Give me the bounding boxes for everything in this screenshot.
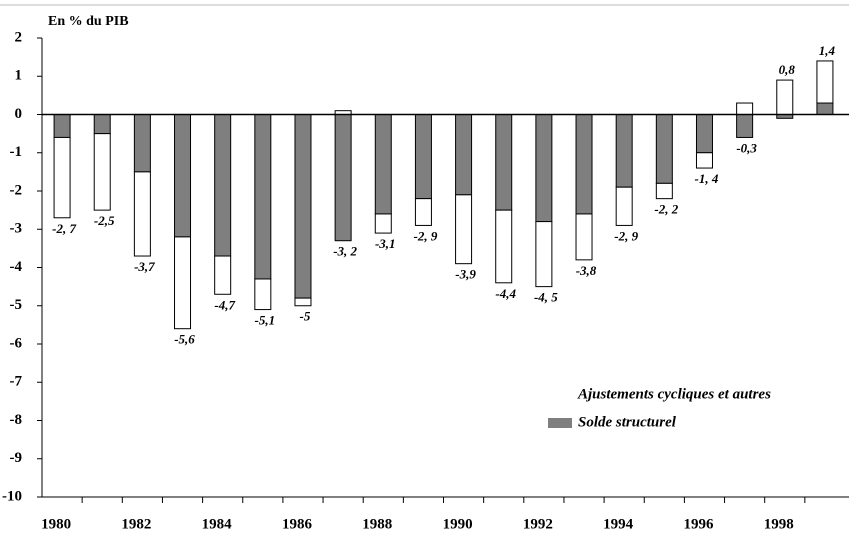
bar-segment — [535, 114, 553, 223]
total-label: -3,1 — [375, 236, 396, 251]
bar-segment — [695, 114, 713, 154]
y-tick-label: -10 — [2, 488, 22, 504]
bar-segment — [575, 114, 593, 215]
y-tick-label: -2 — [10, 182, 23, 198]
bar-segment — [816, 60, 834, 104]
bar-segment — [455, 194, 473, 265]
x-tick-label: 1996 — [683, 516, 714, 532]
total-label: -3,9 — [455, 267, 476, 282]
bar-segment — [374, 213, 392, 234]
y-tick-label: -6 — [10, 335, 23, 351]
total-label: -1, 4 — [695, 171, 719, 186]
legend-label: Solde structurel — [578, 414, 677, 430]
bar-segment — [455, 114, 473, 196]
total-label: -4,7 — [214, 297, 235, 312]
bar-segment — [133, 171, 151, 257]
legend-swatch — [548, 418, 572, 428]
y-tick-label: -1 — [10, 144, 23, 160]
x-tick-label: 1980 — [41, 516, 71, 532]
total-label: -2, 9 — [414, 228, 438, 243]
y-tick-label: -5 — [10, 297, 23, 313]
bar-segment — [414, 198, 432, 226]
total-label: -3, 2 — [333, 244, 357, 259]
total-label: 1,4 — [819, 43, 836, 58]
total-label: -2, 9 — [614, 228, 638, 243]
total-label: -3,8 — [576, 263, 597, 278]
x-tick-label: 1990 — [443, 516, 473, 532]
total-label: -2,5 — [94, 213, 115, 228]
total-label: -4,4 — [495, 286, 516, 301]
bar-segment — [736, 114, 754, 138]
y-tick-label: -7 — [10, 374, 23, 390]
total-label: -5,6 — [174, 332, 195, 347]
x-tick-label: 1998 — [764, 516, 794, 532]
bar-segment — [575, 213, 593, 261]
total-label: -2, 2 — [654, 202, 678, 217]
y-tick-label: 2 — [15, 29, 23, 45]
total-label: -0,3 — [736, 140, 757, 155]
x-tick-label: 1984 — [202, 516, 233, 532]
bar-segment — [174, 236, 192, 330]
x-tick-label: 1988 — [362, 516, 392, 532]
bar-segment — [294, 114, 312, 299]
bar-segment — [214, 114, 232, 257]
x-tick-label: 1992 — [523, 516, 553, 532]
bar-segment — [53, 136, 71, 219]
bar-segment — [93, 114, 111, 135]
bar-segment — [736, 102, 754, 116]
total-label: -5 — [300, 309, 311, 324]
bar-segment — [214, 255, 232, 295]
total-label: -4, 5 — [534, 290, 558, 305]
x-tick-label: 1986 — [282, 516, 313, 532]
bar-segment — [655, 114, 673, 184]
bar-segment — [495, 209, 513, 284]
bar-segment — [495, 114, 513, 211]
total-label: 0,8 — [779, 62, 796, 77]
bar-segment — [414, 114, 432, 200]
bar-segment — [695, 152, 713, 169]
bar-segment — [816, 102, 834, 116]
bar-segment — [655, 182, 673, 200]
bar-segment — [254, 114, 272, 280]
bar-segment — [374, 114, 392, 215]
bar-segment — [615, 114, 633, 188]
bar-segment — [294, 297, 312, 307]
y-tick-label: 1 — [15, 68, 23, 84]
y-tick-label: 0 — [15, 106, 23, 122]
bar-segment — [615, 186, 633, 226]
bar-segment — [133, 114, 151, 173]
bar-segment — [174, 114, 192, 238]
total-label: -3,7 — [134, 259, 155, 274]
y-tick-label: -9 — [10, 450, 23, 466]
bar-segment — [334, 114, 352, 242]
y-tick-label: -3 — [10, 221, 23, 237]
total-label: -2, 7 — [52, 221, 76, 236]
legend-swatch — [548, 390, 572, 400]
legend-label: Ajustements cycliques et autres — [577, 386, 771, 402]
y-tick-label: -8 — [10, 412, 23, 428]
bar-segment — [535, 221, 553, 288]
bar-segment — [93, 133, 111, 211]
y-tick-label: -4 — [10, 259, 23, 275]
total-label: -5,1 — [255, 313, 276, 328]
x-tick-label: 1994 — [603, 516, 634, 532]
bar-segment — [53, 114, 71, 138]
y-axis-title: En % du PIB — [48, 14, 129, 29]
x-tick-label: 1982 — [121, 516, 151, 532]
bar-segment — [254, 278, 272, 311]
bar-segment — [776, 79, 794, 115]
